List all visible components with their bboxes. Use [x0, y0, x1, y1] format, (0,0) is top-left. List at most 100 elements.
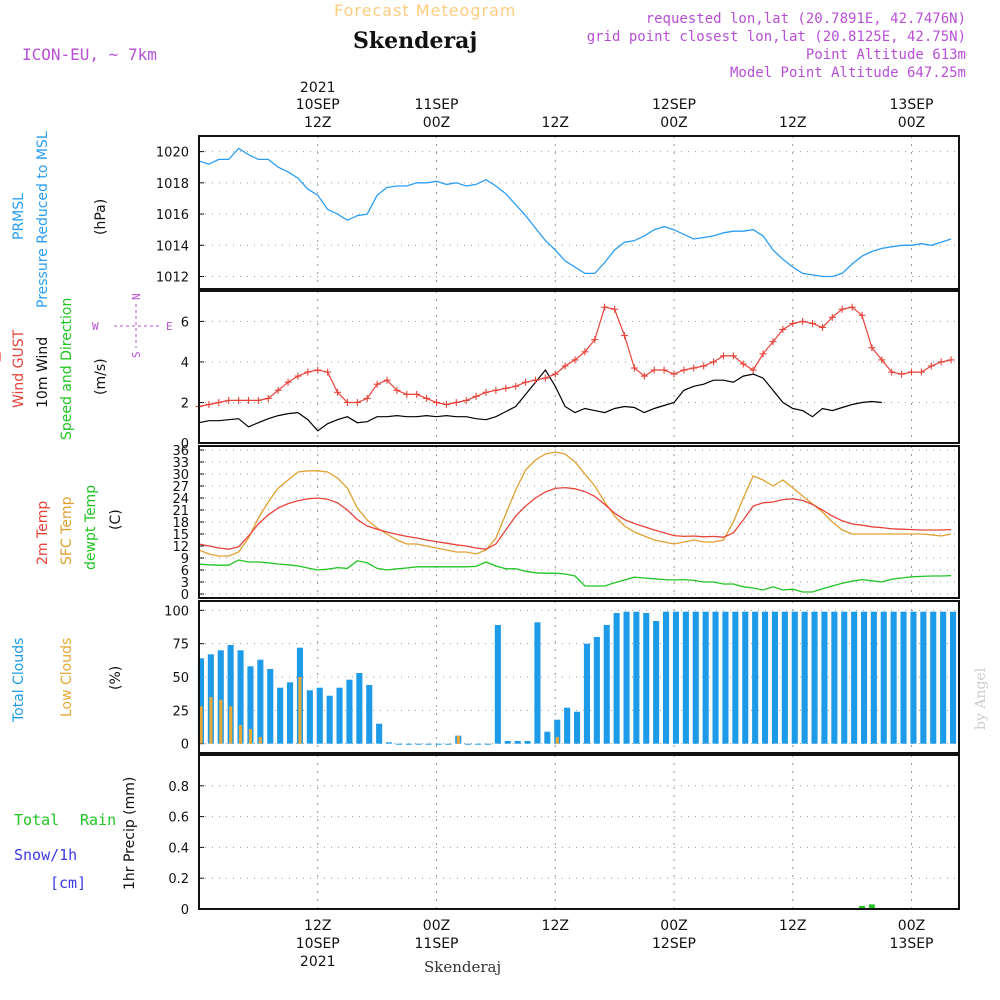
date-label-bottom: 10SEP	[296, 936, 340, 952]
gust-marker	[531, 376, 539, 384]
t2m-line	[198, 486, 952, 550]
total-cloud-bar	[445, 743, 452, 745]
pressure-tick-label: 1018	[156, 177, 189, 192]
total-cloud-bar	[653, 621, 660, 744]
total-cloud-bar	[554, 719, 561, 744]
total-cloud-bar	[376, 723, 383, 744]
total-cloud-bar	[247, 666, 254, 744]
gust-marker	[541, 374, 549, 382]
total-cloud-bar	[890, 611, 897, 744]
panel-frames	[198, 135, 960, 910]
total-cloud-bar	[702, 611, 709, 744]
clouds-tick-label: 100	[164, 604, 189, 619]
total-cloud-bar	[781, 611, 788, 744]
gust-marker	[927, 362, 935, 370]
watermark: by Angel	[973, 667, 989, 730]
total-cloud-bar	[742, 611, 749, 744]
gust-marker	[700, 362, 708, 370]
total-cloud-bar	[227, 645, 234, 744]
total-cloud-bar	[950, 611, 957, 744]
wind-10m-line	[198, 368, 882, 432]
compass-n: N	[130, 293, 143, 300]
total-cloud-bar	[831, 611, 838, 744]
gust-marker	[630, 364, 638, 372]
gust-marker	[215, 398, 223, 406]
panel-frame	[198, 445, 960, 599]
low-cloud-bar	[248, 729, 252, 744]
gust-marker	[442, 400, 450, 408]
total-cloud-bar	[771, 611, 778, 744]
gust-marker	[462, 396, 470, 404]
gust-marker	[334, 388, 342, 396]
total-cloud-bar	[920, 611, 927, 744]
temperature-tick-label: 6	[181, 564, 189, 579]
total-cloud-bar	[663, 611, 670, 744]
model-label: ICON-EU, ~ 7km	[22, 45, 157, 64]
pressure-panel: 1012 1014 1016 1018 1020	[156, 146, 959, 286]
gust-marker	[433, 398, 440, 406]
sfc-temp-line	[198, 451, 952, 557]
clouds-total-label: Total Clouds	[11, 638, 27, 723]
gust-marker	[393, 386, 401, 394]
gust-marker	[522, 378, 530, 386]
gust-marker	[571, 356, 579, 364]
requested-coords: requested lon,lat (20.7891E, 42.7476N)	[646, 11, 966, 27]
total-cloud-bar	[326, 695, 333, 744]
gust-marker	[314, 366, 322, 374]
gust-marker	[878, 356, 886, 364]
precip-bar	[868, 904, 875, 909]
gust-marker	[472, 392, 480, 400]
pressure-tick-label: 1014	[156, 239, 189, 254]
total-cloud-bar	[465, 743, 472, 745]
gust-marker	[898, 370, 906, 378]
gust-marker	[779, 326, 787, 334]
date-label-bottom: 13SEP	[890, 936, 934, 952]
precip-tick-label: 0	[181, 903, 189, 918]
precip-snow-label: Snow/1h	[14, 846, 77, 864]
hour-label-top: 12Z	[779, 115, 806, 131]
gust-marker	[799, 317, 807, 325]
wind-panel: 0 2 4 6	[0, 303, 959, 452]
clouds-low-label: Low Clouds	[59, 638, 75, 717]
gust-marker	[264, 394, 272, 402]
pressure-tick-label: 1012	[156, 271, 189, 286]
low-cloud-bar	[229, 706, 233, 744]
gust-marker	[373, 380, 381, 388]
hour-label-bottom: 00Z	[660, 918, 687, 934]
total-cloud-bar	[267, 669, 274, 744]
total-cloud-bar	[237, 650, 244, 744]
gust-marker	[492, 386, 500, 394]
gust-marker	[719, 352, 727, 360]
temp-dew-label: dewpt Temp	[83, 485, 99, 570]
gust-marker	[452, 398, 460, 406]
wind-gust-label: Wind GUST	[11, 329, 27, 408]
year-label-bottom: 2021	[300, 954, 336, 970]
gridpoint-coords: grid point closest lon,lat (20.8125E, 42…	[587, 29, 966, 45]
gust-marker	[670, 370, 678, 378]
temperature-tick-label: 18	[172, 516, 189, 531]
gust-marker	[284, 378, 292, 386]
temperature-tick-label: 0	[181, 588, 189, 603]
precip-tick-label: 0.8	[168, 780, 189, 795]
hour-label-top: 12Z	[304, 115, 331, 131]
gust-marker	[739, 360, 747, 368]
gust-marker	[304, 368, 312, 376]
hour-label-bottom: 00Z	[423, 918, 450, 934]
gust-marker	[858, 311, 866, 319]
gust-marker	[680, 366, 688, 374]
hour-label-bottom: 12Z	[542, 918, 569, 934]
gust-marker	[710, 358, 718, 366]
date-label-top: 10SEP	[296, 97, 340, 113]
total-cloud-bar	[386, 742, 393, 744]
gust-marker	[650, 366, 658, 374]
low-cloud-bar	[219, 699, 223, 744]
gust-marker	[502, 384, 510, 392]
total-cloud-bar	[356, 673, 363, 744]
gust-marker	[769, 338, 777, 346]
gust-marker	[809, 319, 817, 327]
total-cloud-bar	[851, 611, 858, 744]
low-cloud-bar	[298, 677, 302, 744]
